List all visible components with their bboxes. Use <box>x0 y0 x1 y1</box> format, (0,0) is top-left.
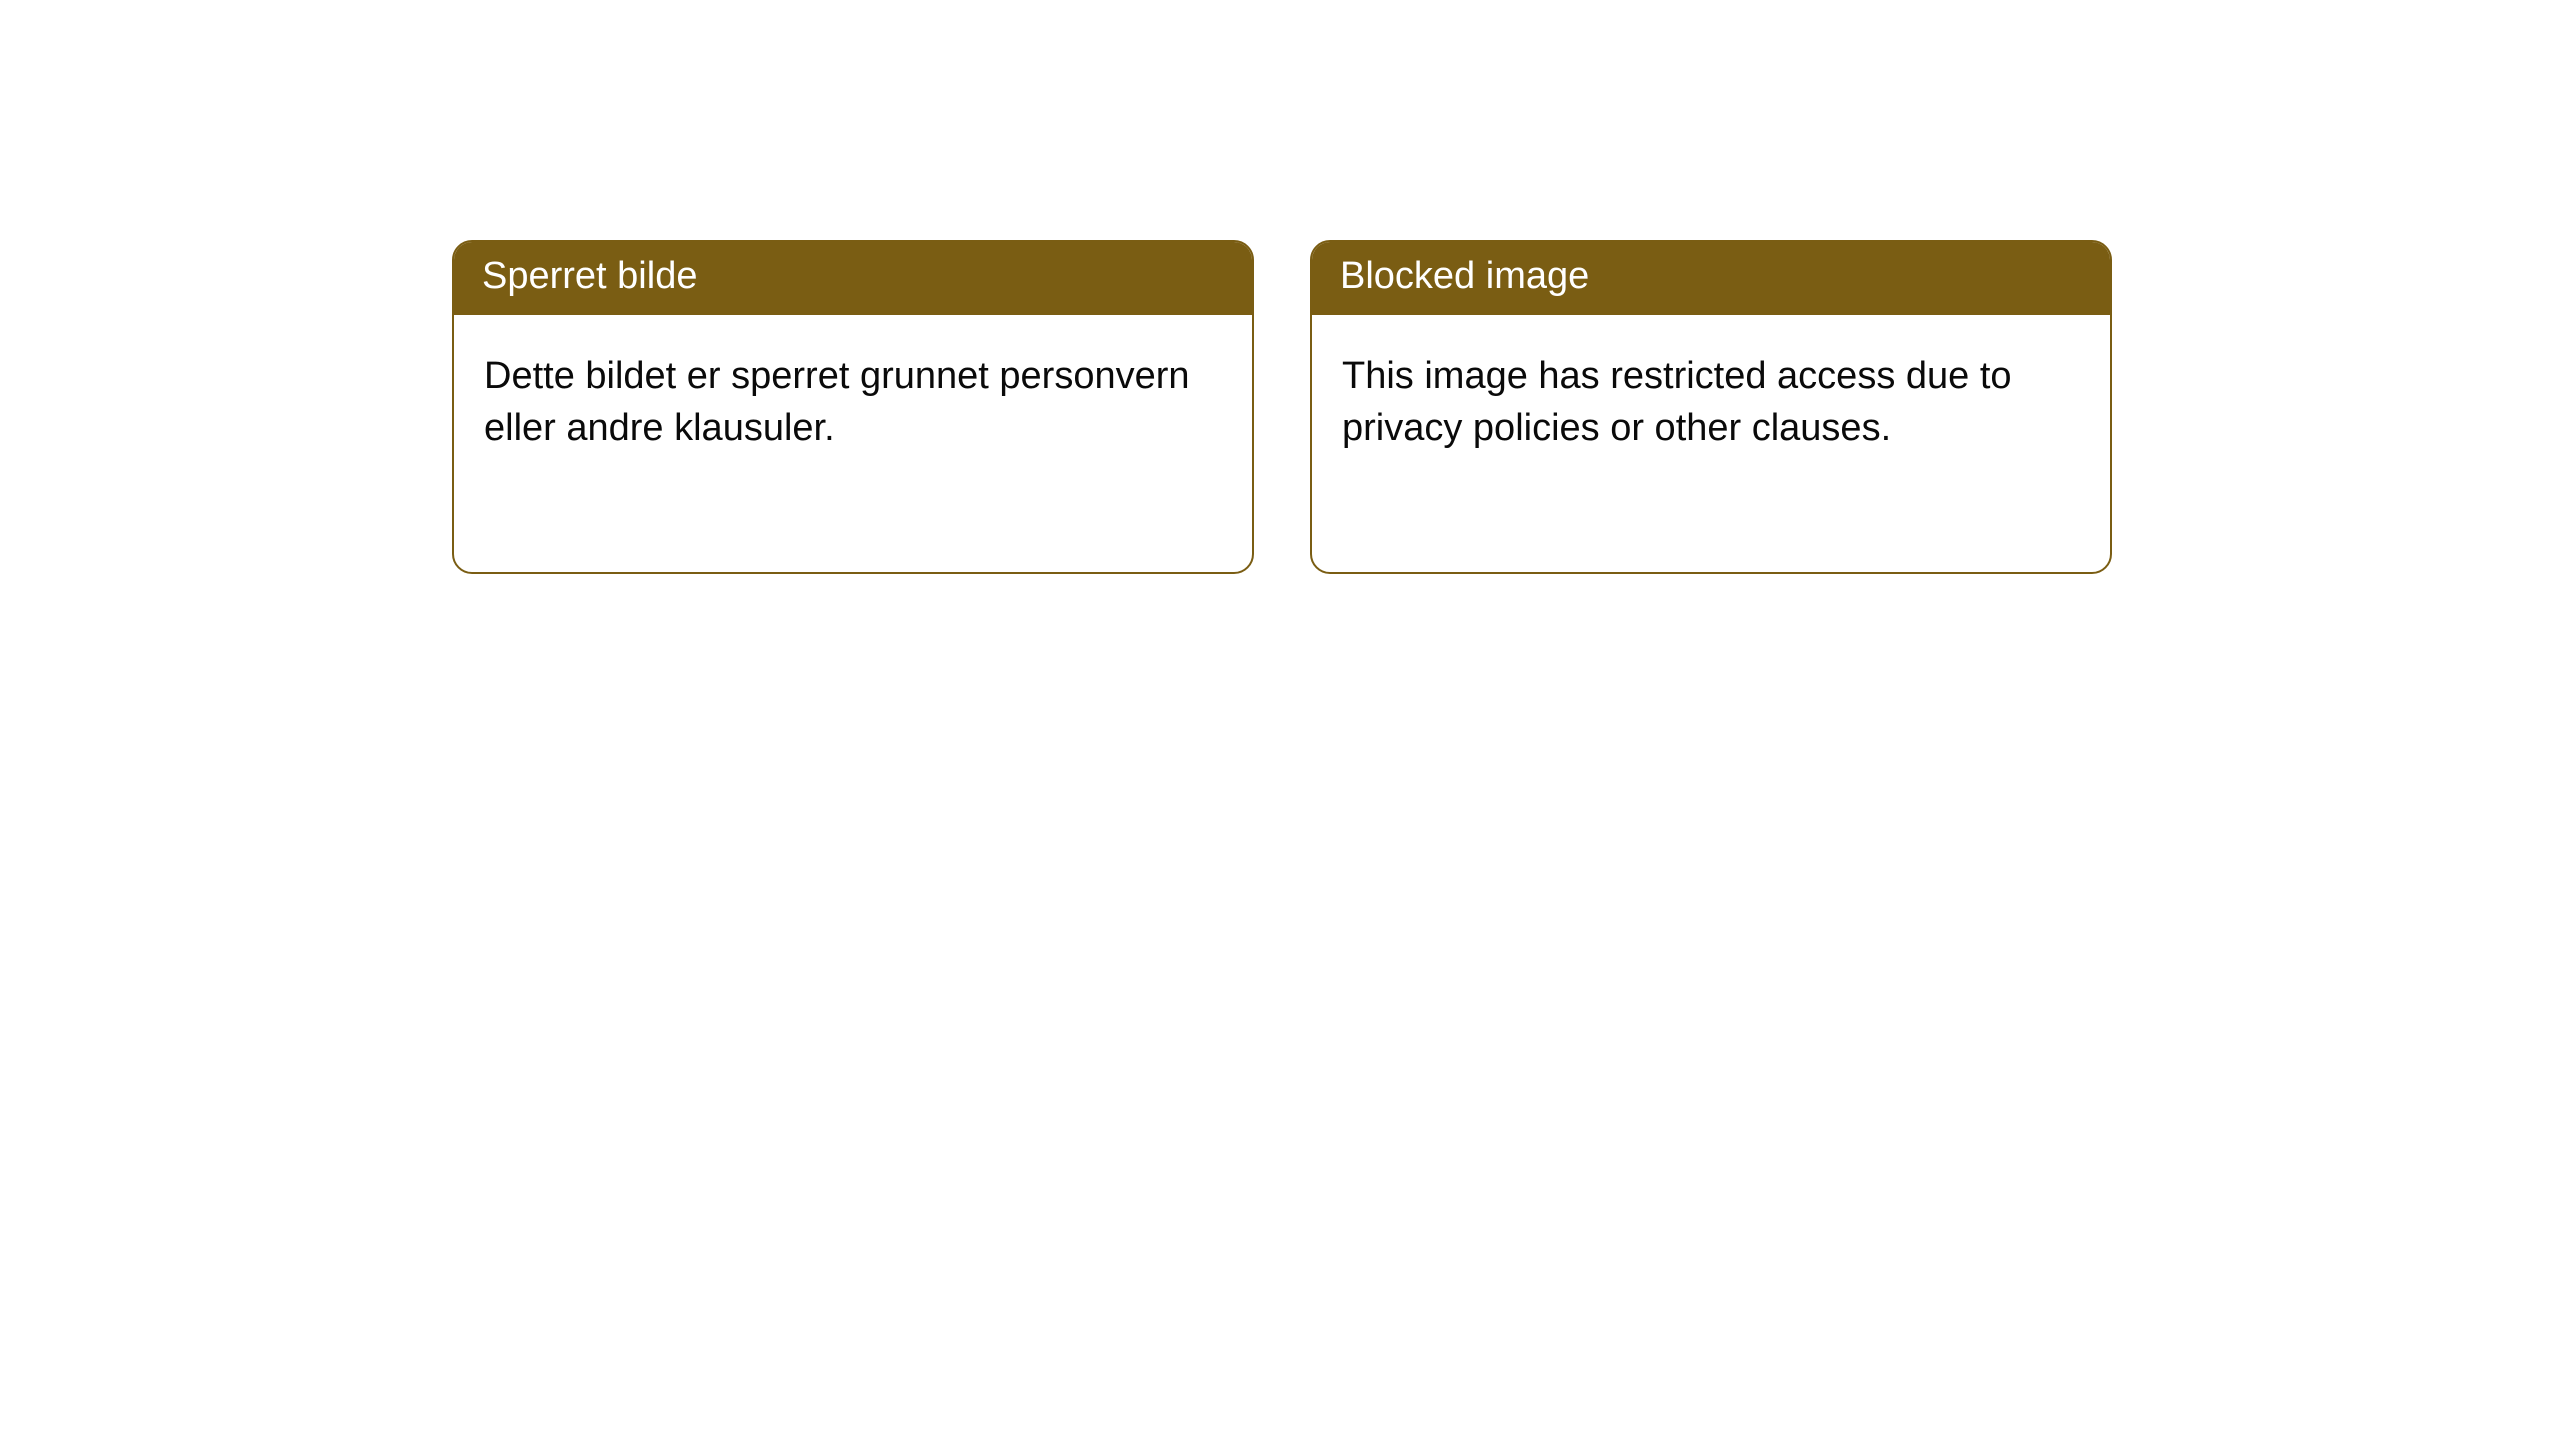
card-body: This image has restricted access due to … <box>1312 315 2110 484</box>
blocked-image-cards: Sperret bilde Dette bildet er sperret gr… <box>452 240 2560 574</box>
card-header: Sperret bilde <box>454 242 1252 315</box>
blocked-image-card-norwegian: Sperret bilde Dette bildet er sperret gr… <box>452 240 1254 574</box>
card-header: Blocked image <box>1312 242 2110 315</box>
card-body: Dette bildet er sperret grunnet personve… <box>454 315 1252 484</box>
blocked-image-card-english: Blocked image This image has restricted … <box>1310 240 2112 574</box>
